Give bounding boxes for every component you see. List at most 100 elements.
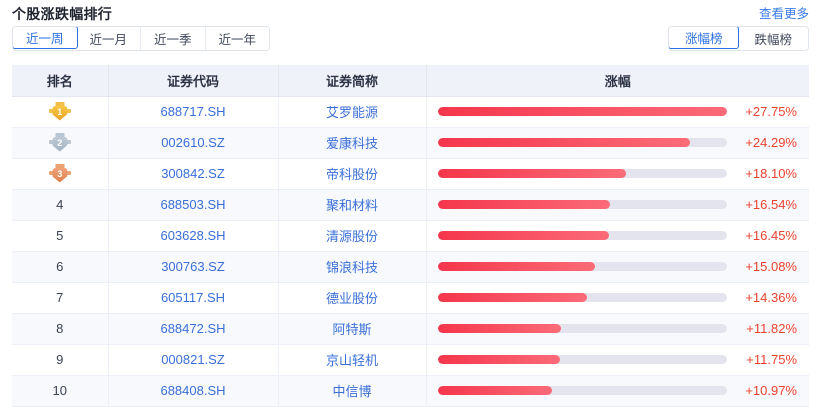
- security-code[interactable]: 605117.SH: [160, 290, 226, 305]
- cell-name[interactable]: 清源股份: [278, 220, 427, 252]
- security-name[interactable]: 聚和材料: [325, 198, 378, 213]
- change-wrapper: +27.75%: [427, 97, 810, 127]
- rank-number: 9: [56, 352, 64, 367]
- change-bar-track: [437, 324, 727, 333]
- direction-tab-1[interactable]: 跌幅榜: [738, 27, 808, 50]
- security-name[interactable]: 锦浪科技: [325, 260, 378, 275]
- security-code[interactable]: 300763.SZ: [161, 259, 225, 274]
- table-row[interactable]: 3 300842.SZ 帝科股份 +18.10%: [12, 158, 809, 190]
- cell-name[interactable]: 爱康科技: [278, 127, 427, 159]
- change-bar-track: [437, 355, 727, 364]
- change-bar-fill: [437, 107, 727, 116]
- security-name[interactable]: 德业股份: [325, 291, 378, 306]
- security-code[interactable]: 688408.SH: [160, 383, 226, 398]
- security-code[interactable]: 688717.SH: [160, 104, 226, 119]
- change-bar-track: [437, 138, 727, 147]
- table-row[interactable]: 4 688503.SH 聚和材料 +16.54%: [12, 189, 809, 221]
- table-row[interactable]: 7 605117.SH 德业股份 +14.36%: [12, 282, 810, 314]
- cell-name[interactable]: 阿特斯: [278, 313, 427, 345]
- security-name[interactable]: 阿特斯: [332, 322, 372, 337]
- table-row[interactable]: 1 688717.SH 艾罗能源 +27.75%: [12, 96, 810, 128]
- table-row[interactable]: 9 000821.SZ 京山轻机 +11.75%: [12, 344, 809, 376]
- direction-tab-group[interactable]: 涨幅榜 跌幅榜: [667, 26, 809, 51]
- medal-wing-right-icon: [64, 139, 71, 144]
- rank-number: 7: [56, 290, 64, 305]
- cell-name[interactable]: 德业股份: [278, 282, 427, 314]
- change-wrapper: +14.36%: [427, 283, 810, 313]
- security-code[interactable]: 000821.SZ: [161, 352, 225, 367]
- table-row[interactable]: 8 688472.SH 阿特斯 +11.82%: [12, 313, 809, 345]
- period-tab-1[interactable]: 近一月: [76, 27, 142, 50]
- cell-name[interactable]: 艾罗能源: [278, 96, 427, 128]
- cell-name[interactable]: 帝科股份: [278, 158, 427, 190]
- cell-code[interactable]: 002610.SZ: [108, 127, 279, 159]
- security-code[interactable]: 002610.SZ: [161, 135, 225, 150]
- cell-change: +10.97%: [426, 375, 810, 407]
- period-tab-0[interactable]: 近一周: [13, 27, 78, 49]
- change-value: +14.36%: [745, 290, 797, 305]
- table-row[interactable]: 6 300763.SZ 锦浪科技 +15.08%: [12, 251, 809, 283]
- change-value: +15.08%: [745, 259, 797, 274]
- table-row[interactable]: 10 688408.SH 中信博 +10.97%: [12, 375, 810, 407]
- change-bar-track: [437, 386, 727, 395]
- cell-code[interactable]: 688717.SH: [108, 96, 279, 128]
- cell-code[interactable]: 605117.SH: [108, 282, 279, 314]
- rank-number: 10: [52, 383, 67, 398]
- cell-rank: 2: [12, 127, 109, 159]
- cell-rank: 9: [12, 344, 109, 376]
- direction-tab-0[interactable]: 涨幅榜: [668, 27, 740, 49]
- cell-code[interactable]: 000821.SZ: [108, 344, 279, 376]
- security-name[interactable]: 爱康科技: [325, 136, 378, 151]
- period-tab-label: 近一月: [89, 33, 128, 47]
- cell-code[interactable]: 300842.SZ: [108, 158, 279, 190]
- view-more-link[interactable]: 查看更多: [758, 7, 809, 21]
- period-tab-2[interactable]: 近一季: [141, 27, 206, 50]
- change-value: +11.75%: [746, 352, 797, 367]
- cell-change: +18.10%: [426, 158, 809, 190]
- cell-change: +16.45%: [426, 220, 809, 252]
- change-wrapper: +10.97%: [427, 376, 810, 406]
- cell-code[interactable]: 688472.SH: [108, 313, 279, 345]
- security-name[interactable]: 清源股份: [325, 229, 378, 244]
- medal-rank-number: 3: [57, 168, 63, 179]
- rank-number: 4: [56, 197, 64, 212]
- widget-header: 个股涨跌幅排行 查看更多: [0, 0, 821, 26]
- cell-code[interactable]: 688503.SH: [108, 189, 279, 221]
- change-bar-track: [437, 200, 727, 209]
- medal-wing-left-icon: [48, 108, 55, 113]
- cell-name[interactable]: 锦浪科技: [278, 251, 427, 283]
- cell-name[interactable]: 京山轻机: [278, 344, 427, 376]
- medal-wing-left-icon: [48, 139, 55, 144]
- cell-code[interactable]: 300763.SZ: [108, 251, 279, 283]
- security-name[interactable]: 帝科股份: [325, 167, 378, 182]
- cell-name[interactable]: 中信博: [278, 375, 427, 407]
- medal-gold-icon: 1: [48, 101, 71, 122]
- security-name[interactable]: 中信博: [332, 384, 372, 399]
- table-row[interactable]: 5 603628.SH 清源股份 +16.45%: [12, 220, 809, 252]
- medal-crown-icon: [55, 163, 65, 168]
- column-header-change: 涨幅: [426, 65, 809, 97]
- period-tab-group[interactable]: 近一周 近一月 近一季 近一年: [12, 26, 271, 51]
- cell-code[interactable]: 688408.SH: [108, 375, 279, 407]
- direction-tab-label: 涨幅榜: [684, 32, 723, 46]
- table-row[interactable]: 2 002610.SZ 爱康科技 +24.29%: [12, 127, 809, 159]
- security-code[interactable]: 603628.SH: [160, 228, 226, 243]
- cell-name[interactable]: 聚和材料: [278, 189, 427, 221]
- cell-change: +11.75%: [426, 344, 809, 376]
- cell-code[interactable]: 603628.SH: [108, 220, 279, 252]
- security-name[interactable]: 艾罗能源: [325, 105, 378, 120]
- security-code[interactable]: 300842.SZ: [161, 166, 225, 181]
- change-value: +16.45%: [745, 228, 797, 243]
- security-code[interactable]: 688503.SH: [160, 197, 226, 212]
- change-value: +24.29%: [745, 135, 797, 150]
- change-bar-fill: [437, 169, 626, 178]
- security-name[interactable]: 京山轻机: [325, 353, 378, 368]
- security-code[interactable]: 688472.SH: [160, 321, 226, 336]
- change-bar-track: [437, 169, 727, 178]
- rank-number: 6: [56, 259, 64, 274]
- cell-rank: 1: [12, 96, 109, 128]
- cell-rank: 5: [12, 220, 109, 252]
- period-tab-3[interactable]: 近一年: [205, 27, 270, 50]
- cell-rank: 8: [12, 313, 109, 345]
- period-tab-label: 近一季: [154, 33, 192, 47]
